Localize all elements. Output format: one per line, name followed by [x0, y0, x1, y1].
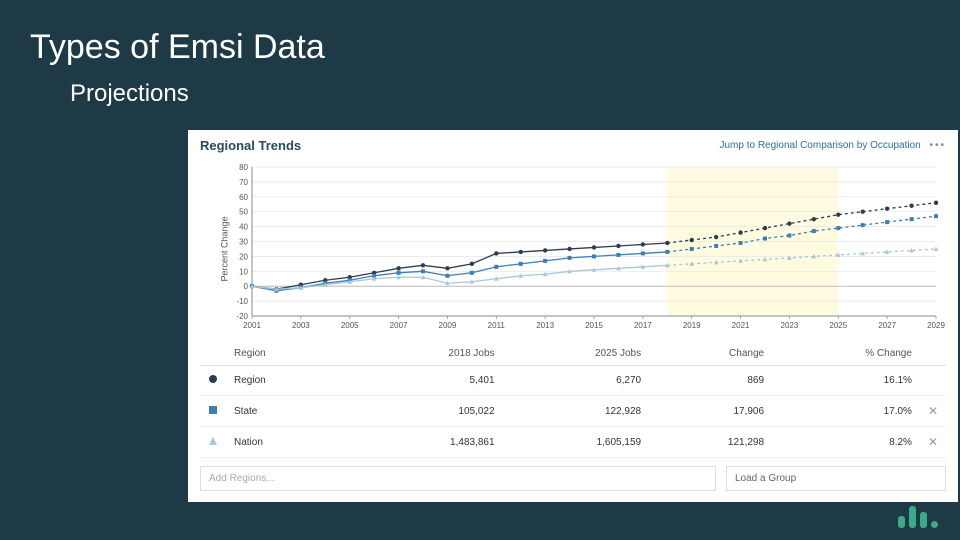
load-group-button[interactable]: Load a Group	[726, 466, 946, 491]
col-2025: 2025 Jobs	[503, 342, 650, 366]
jump-link[interactable]: Jump to Regional Comparison by Occupatio…	[719, 140, 946, 151]
table-row: Region5,4016,27086916.1%	[200, 366, 946, 396]
row-pct: 17.0%	[772, 396, 920, 427]
svg-text:2015: 2015	[585, 321, 603, 330]
svg-text:20: 20	[239, 252, 248, 261]
row-marker-icon	[200, 366, 226, 396]
add-regions-input[interactable]: Add Regions...	[200, 466, 716, 491]
row-pct: 8.2%	[772, 427, 920, 458]
svg-text:2017: 2017	[634, 321, 652, 330]
logo-dot	[931, 521, 938, 528]
svg-text:-20: -20	[236, 312, 248, 321]
svg-text:2001: 2001	[243, 321, 261, 330]
row-label: State	[226, 396, 356, 427]
svg-text:40: 40	[239, 223, 248, 232]
row-label: Region	[226, 366, 356, 396]
row-label: Nation	[226, 427, 356, 458]
svg-text:60: 60	[239, 193, 248, 202]
svg-text:2025: 2025	[829, 321, 847, 330]
row-2025: 122,928	[503, 396, 650, 427]
row-2018: 5,401	[356, 366, 503, 396]
row-2018: 1,483,861	[356, 427, 503, 458]
svg-text:0: 0	[244, 282, 249, 291]
panel-title: Regional Trends	[200, 138, 301, 153]
row-change: 17,906	[649, 396, 772, 427]
jump-link-text: Jump to Regional Comparison by Occupatio…	[719, 140, 920, 151]
row-marker-icon	[200, 427, 226, 458]
row-2018: 105,022	[356, 396, 503, 427]
svg-text:2005: 2005	[341, 321, 359, 330]
row-pct: 16.1%	[772, 366, 920, 396]
logo-bar	[898, 516, 905, 528]
regional-trends-panel: Regional Trends Jump to Regional Compari…	[188, 130, 958, 502]
svg-text:30: 30	[239, 238, 248, 247]
svg-text:-10: -10	[236, 297, 248, 306]
row-2025: 6,270	[503, 366, 650, 396]
svg-text:2009: 2009	[439, 321, 457, 330]
data-table-wrap: Region 2018 Jobs 2025 Jobs Change % Chan…	[200, 342, 946, 458]
svg-text:2007: 2007	[390, 321, 408, 330]
table-header-row: Region 2018 Jobs 2025 Jobs Change % Chan…	[200, 342, 946, 366]
logo-bar	[920, 512, 927, 528]
svg-text:2029: 2029	[927, 321, 945, 330]
svg-text:2027: 2027	[878, 321, 896, 330]
slide-subtitle: Projections	[70, 80, 189, 108]
slide-title: Types of Emsi Data	[30, 28, 325, 67]
table-row: Nation1,483,8611,605,159121,2988.2%✕	[200, 427, 946, 458]
col-region: Region	[226, 342, 356, 366]
panel-footer: Add Regions... Load a Group	[200, 466, 946, 491]
line-chart: -20 -10 0 10 20 30 40 50 60 70 80 2001 2003 2005 2007 2…	[226, 161, 946, 336]
row-2025: 1,605,159	[503, 427, 650, 458]
row-change: 121,298	[649, 427, 772, 458]
data-table: Region 2018 Jobs 2025 Jobs Change % Chan…	[200, 342, 946, 458]
svg-text:70: 70	[239, 178, 248, 187]
close-icon	[920, 366, 946, 396]
svg-text:2013: 2013	[536, 321, 554, 330]
close-icon[interactable]: ✕	[920, 396, 946, 427]
emsi-logo	[898, 506, 938, 528]
svg-text:50: 50	[239, 208, 248, 217]
table-row: State105,022122,92817,90617.0%✕	[200, 396, 946, 427]
svg-text:2019: 2019	[683, 321, 701, 330]
logo-bar	[909, 506, 916, 528]
col-pct: % Change	[772, 342, 920, 366]
svg-text:2021: 2021	[732, 321, 750, 330]
more-icon[interactable]: •••	[929, 140, 946, 151]
svg-text:80: 80	[239, 163, 248, 172]
close-icon[interactable]: ✕	[920, 427, 946, 458]
row-marker-icon	[200, 396, 226, 427]
svg-text:2023: 2023	[781, 321, 799, 330]
col-change: Change	[649, 342, 772, 366]
svg-text:2003: 2003	[292, 321, 310, 330]
panel-header: Regional Trends Jump to Regional Compari…	[188, 130, 958, 157]
svg-text:10: 10	[239, 267, 248, 276]
row-change: 869	[649, 366, 772, 396]
col-2018: 2018 Jobs	[356, 342, 503, 366]
chart-area: Percent Change -20-100102030405060708020…	[198, 161, 948, 336]
svg-text:2011: 2011	[488, 321, 506, 330]
